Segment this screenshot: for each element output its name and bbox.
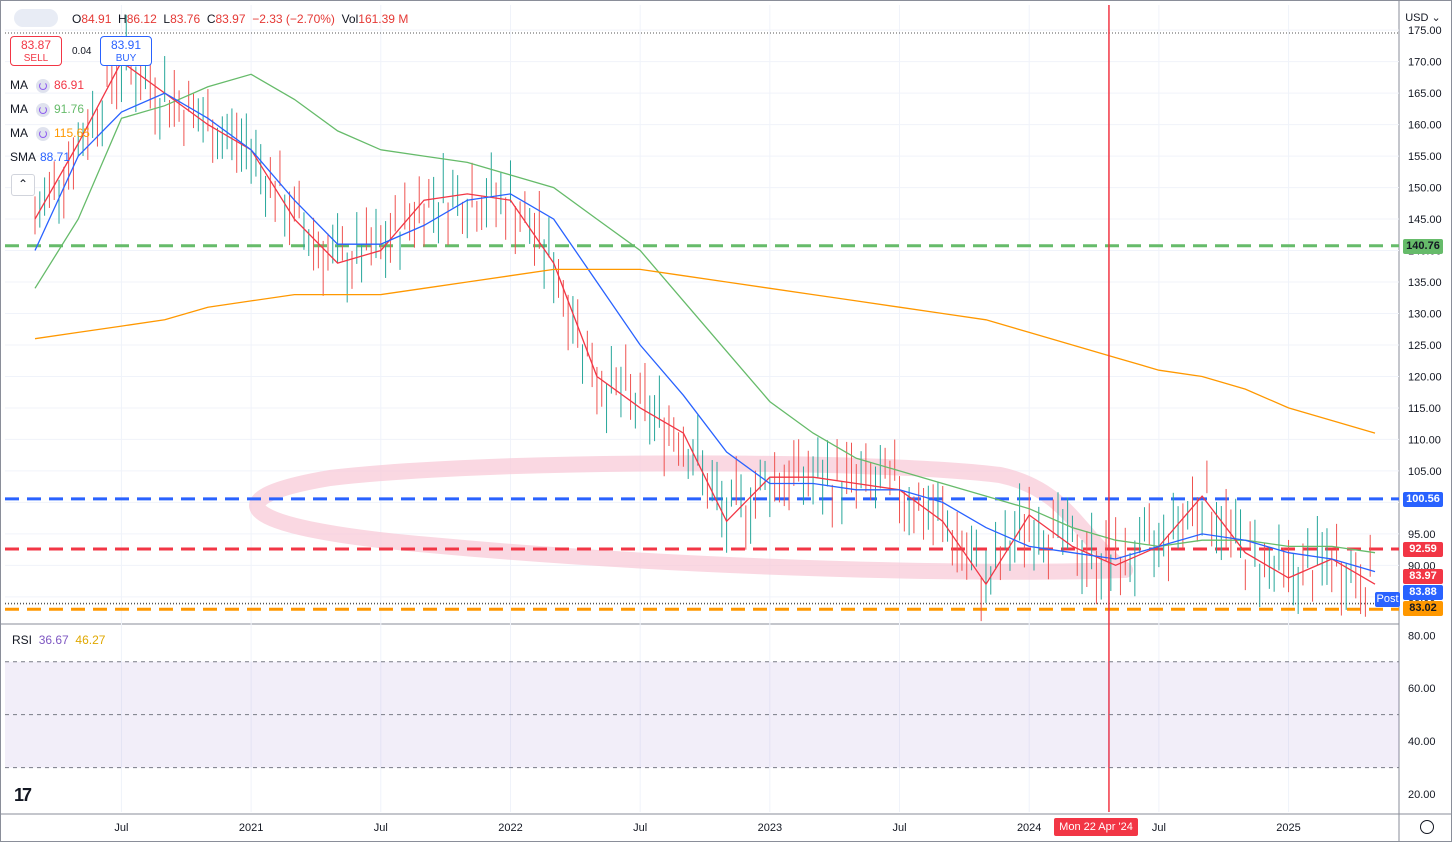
rsi-y-tick-label: 20.00 — [1408, 789, 1436, 801]
y-tick-label: 135.00 — [1408, 277, 1442, 289]
y-tick-label: 170.00 — [1408, 57, 1442, 69]
price-axis-tag: 100.56 — [1403, 491, 1443, 507]
y-tick-label: 105.00 — [1408, 466, 1442, 478]
settings-gear-icon[interactable] — [1420, 820, 1434, 834]
x-tick-label: Jul — [114, 822, 128, 834]
collapse-legend-button[interactable]: ⌃ — [11, 174, 35, 196]
low-value: 83.76 — [170, 12, 201, 26]
indicator-sma[interactable]: SMA 88.71 — [10, 150, 71, 164]
y-tick-label: 110.00 — [1408, 434, 1441, 446]
settings-cycle-icon — [36, 102, 50, 117]
y-tick-label: 145.00 — [1408, 214, 1442, 226]
x-tick-label: Jul — [1152, 822, 1166, 834]
x-tick-label: 2023 — [758, 822, 782, 834]
indicator-ma-1[interactable]: MA 86.91 — [10, 78, 85, 93]
price-axis-tag: 83.02 — [1403, 601, 1443, 616]
y-tick-label: 175.00 — [1408, 25, 1442, 37]
buy-button[interactable]: 83.91 BUY — [100, 36, 152, 66]
x-tick-label: 2022 — [498, 822, 522, 834]
volume-value: 161.39 M — [358, 12, 409, 26]
sell-button[interactable]: 83.87 SELL — [10, 36, 62, 66]
indicator-ma-2[interactable]: MA 91.76 — [10, 102, 85, 117]
open-value: 84.91 — [81, 12, 112, 26]
change-value: −2.33 (−2.70%) — [252, 12, 335, 26]
y-tick-label: 95.00 — [1408, 529, 1436, 541]
price-axis-tag: 83.88 — [1403, 585, 1443, 600]
ohlc-header: O84.91 H86.12 L83.76 C83.97 −2.33 (−2.70… — [72, 12, 409, 26]
price-axis-tag: 140.76 — [1403, 238, 1443, 254]
high-value: 86.12 — [126, 12, 157, 26]
post-market-badge: Post — [1375, 592, 1400, 607]
spread-value: 0.04 — [72, 46, 92, 57]
currency-selector[interactable]: USD ⌄ — [1405, 12, 1441, 24]
rsi-y-tick-label: 60.00 — [1408, 683, 1436, 695]
crosshair-date-label: Mon 22 Apr '24 — [1054, 818, 1138, 836]
y-tick-label: 130.00 — [1408, 309, 1442, 321]
y-tick-label: 120.00 — [1408, 371, 1442, 383]
indicator-ma-3[interactable]: MA 115.65 — [10, 126, 90, 141]
ma-line-1 — [34, 73, 1376, 554]
price-axis-tag: 83.97 — [1403, 569, 1443, 584]
drawn-ellipse-annotation — [249, 455, 1133, 580]
rsi-y-tick-label: 80.00 — [1408, 630, 1436, 642]
x-tick-label: Jul — [633, 822, 647, 834]
close-value: 83.97 — [215, 12, 246, 26]
ma-line-4 — [34, 268, 1376, 434]
price-axis-tag: 92.59 — [1403, 542, 1443, 558]
rsi-ma-value: 46.27 — [75, 633, 106, 647]
settings-cycle-icon — [36, 78, 50, 93]
x-tick-label: 2025 — [1276, 822, 1300, 834]
x-tick-label: Jul — [892, 822, 906, 834]
y-tick-label: 160.00 — [1408, 120, 1442, 132]
ma-line-3 — [34, 92, 1376, 573]
x-tick-label: 2024 — [1017, 822, 1041, 834]
rsi-value: 36.67 — [38, 633, 69, 647]
y-tick-label: 115.00 — [1408, 403, 1441, 415]
y-tick-label: 150.00 — [1408, 183, 1442, 195]
x-tick-label: 2021 — [239, 822, 263, 834]
symbol-logo-icon[interactable] — [14, 9, 58, 27]
x-tick-label: Jul — [374, 822, 388, 834]
tradingview-logo-icon[interactable]: 17 — [14, 785, 32, 805]
ma-line-2 — [34, 60, 1376, 586]
rsi-y-tick-label: 40.00 — [1408, 736, 1436, 748]
rsi-legend[interactable]: RSI 36.67 46.27 — [12, 633, 106, 647]
settings-cycle-icon — [36, 126, 50, 141]
y-tick-label: 165.00 — [1408, 88, 1442, 100]
y-tick-label: 155.00 — [1408, 151, 1442, 163]
y-tick-label: 125.00 — [1408, 340, 1442, 352]
